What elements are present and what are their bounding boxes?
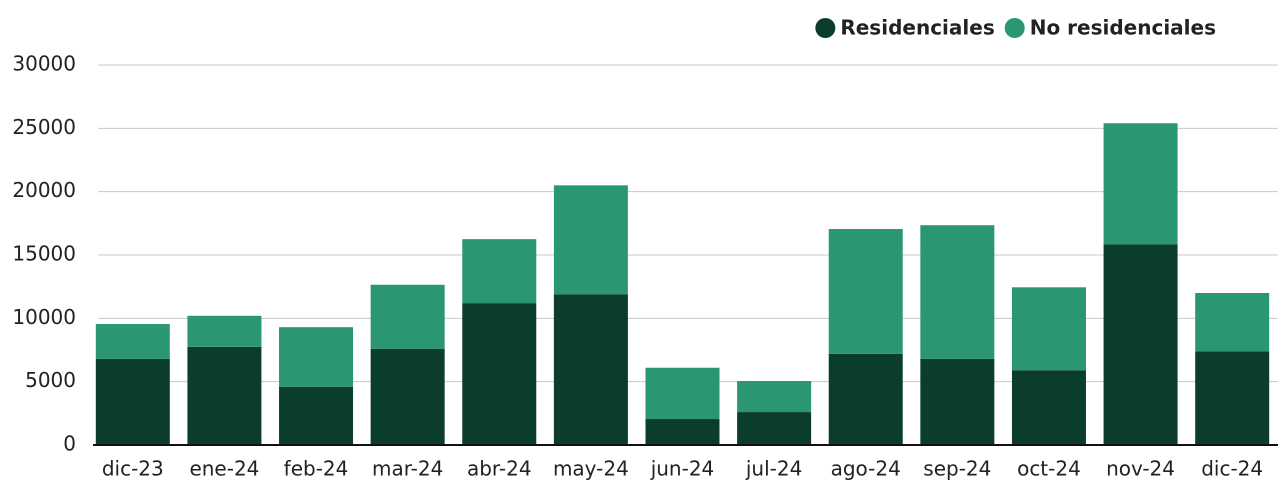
y-tick-label: 5000 [25, 368, 76, 392]
bar-segment [95, 324, 170, 359]
bar-segment [462, 303, 537, 445]
bar-segment [645, 367, 720, 420]
x-tick-label: mar-24 [372, 457, 443, 481]
x-tick-label: may-24 [553, 457, 629, 481]
x-tick-label: oct-24 [1017, 457, 1081, 481]
x-tick-label: feb-24 [284, 457, 349, 481]
bar-segment [462, 239, 537, 304]
bar-segment [370, 284, 445, 349]
y-tick-label: 0 [63, 432, 76, 456]
x-tick-label: abr-24 [467, 457, 532, 481]
bar-segment [737, 381, 812, 413]
x-tick-label: jun-24 [650, 457, 715, 481]
x-tick-label: ago-24 [831, 457, 901, 481]
bar-segment [1195, 351, 1270, 445]
legend-label: No residenciales [1030, 16, 1216, 40]
bar-segment [1011, 287, 1086, 371]
legend-swatch [815, 18, 836, 38]
bar-segment [645, 419, 720, 445]
bar-segment [95, 358, 170, 445]
bar-segment [553, 294, 628, 445]
bar-segment [553, 185, 628, 295]
bar-segment [920, 225, 995, 359]
x-tick-label: nov-24 [1106, 457, 1175, 481]
legend-swatch [1004, 18, 1025, 38]
bar-segment [1195, 293, 1270, 352]
bar-segment [1011, 370, 1086, 445]
bar-segment [279, 327, 354, 387]
y-tick-label: 10000 [12, 305, 76, 329]
x-tick-label: jul-24 [745, 457, 802, 481]
bar-segment [1103, 244, 1178, 445]
bar-segment [828, 353, 903, 445]
bar-segment [920, 358, 995, 445]
x-tick-label: dic-24 [1201, 457, 1263, 481]
bar-segment [279, 386, 354, 445]
x-tick-label: sep-24 [923, 457, 991, 481]
y-tick-label: 15000 [12, 242, 76, 266]
bar-segment [187, 346, 262, 445]
x-tick-label: ene-24 [189, 457, 259, 481]
bar-segment [370, 348, 445, 445]
y-tick-label: 20000 [12, 178, 76, 202]
x-tick-label: dic-23 [102, 457, 164, 481]
bar-segment [737, 412, 812, 445]
bar-segment [828, 229, 903, 354]
legend-label: Residenciales [840, 16, 994, 40]
bar-segment [1103, 123, 1178, 245]
y-tick-label: 30000 [12, 52, 76, 76]
bar-segment [187, 315, 262, 347]
y-tick-label: 25000 [12, 115, 76, 139]
